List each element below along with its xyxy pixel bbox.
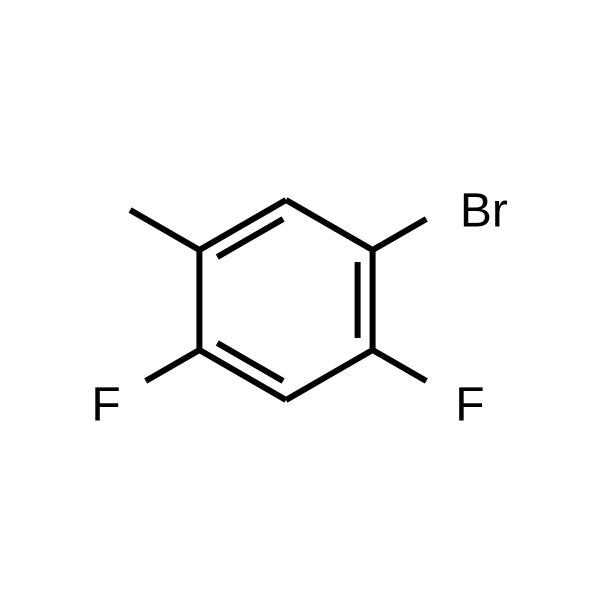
atom-label-br: Br — [460, 185, 508, 238]
bond-C6-C1-inner — [217, 219, 283, 257]
bond-C3-F3 — [373, 350, 427, 381]
bond-C6-CH3 — [130, 210, 199, 250]
molecule-canvas: Br F F — [0, 0, 600, 600]
bond-C5-F5 — [146, 350, 200, 381]
bond-C2-Br — [373, 219, 427, 250]
atom-label-f3: F — [455, 379, 484, 432]
bond-C3-C4 — [286, 350, 373, 400]
bond-C1-C2 — [286, 200, 373, 250]
atom-label-f5: F — [91, 379, 120, 432]
bond-C4-C5-inner — [217, 343, 283, 381]
